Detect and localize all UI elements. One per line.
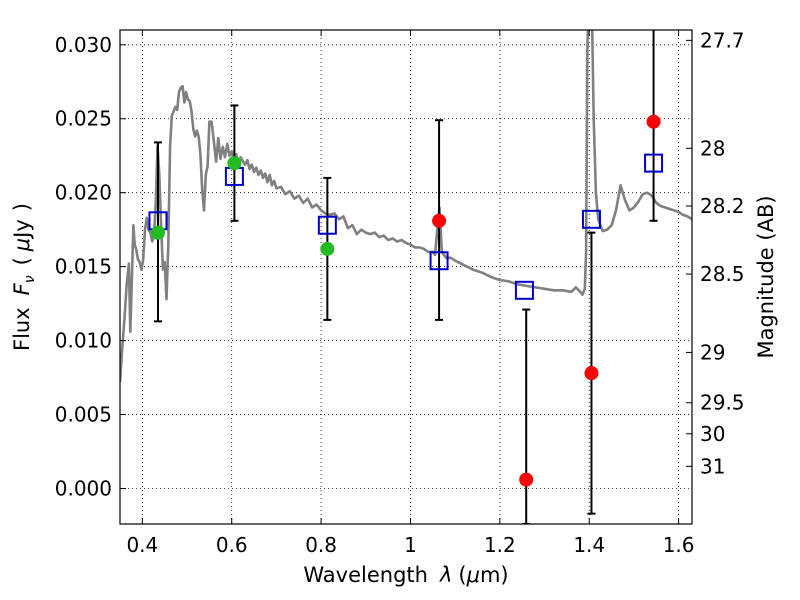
axis-ticks: 0.4 0.6 0.8 1 1.2 1.4 1.6 0.000 0.005 0.010 0.015 0… bbox=[55, 28, 745, 557]
x-tick-label: 1 bbox=[404, 533, 417, 557]
y2-tick-label: 31 bbox=[700, 454, 725, 478]
model-photometry-marker bbox=[514, 280, 534, 300]
y2-tick-label: 28.2 bbox=[700, 194, 745, 218]
detection-point bbox=[227, 156, 242, 171]
y2-tick-label: 28 bbox=[700, 136, 725, 160]
y-axis-title: FluxFν(μJy) bbox=[10, 203, 38, 351]
y2-tick-label: 28.5 bbox=[700, 262, 745, 286]
nondetection-point bbox=[519, 472, 534, 487]
nondetection-point bbox=[432, 213, 447, 228]
y-tick-label: 0.015 bbox=[55, 255, 112, 279]
y-tick-label: 0.010 bbox=[55, 329, 112, 353]
x-tick-label: 0.8 bbox=[305, 533, 337, 557]
detection-point bbox=[320, 241, 335, 256]
y2-tick-label: 30 bbox=[700, 422, 725, 446]
x-axis-title: Wavelength λ (μm) bbox=[303, 563, 508, 587]
x-tick-label: 1.4 bbox=[573, 533, 605, 557]
nondetection-point bbox=[646, 114, 661, 129]
detection-point bbox=[150, 225, 165, 240]
y-tick-label: 0.030 bbox=[55, 33, 112, 57]
plot-frame bbox=[119, 29, 693, 525]
x-tick-label: 1.6 bbox=[663, 533, 695, 557]
plot-area bbox=[120, 30, 692, 524]
y2-tick-label: 27.7 bbox=[700, 28, 745, 52]
y2-tick-label: 29 bbox=[700, 340, 725, 364]
y-tick-label: 0.025 bbox=[55, 107, 112, 131]
y-tick-label: 0.005 bbox=[55, 403, 112, 427]
y-tick-label: 0.020 bbox=[55, 181, 112, 205]
x-tick-label: 0.6 bbox=[216, 533, 248, 557]
y2-axis-title: Magnitude (AB) bbox=[754, 195, 778, 358]
y-tick-label: 0.000 bbox=[55, 477, 112, 501]
model-photometry-marker bbox=[581, 209, 601, 229]
x-tick-label: 0.4 bbox=[126, 533, 158, 557]
nondetection-point bbox=[584, 366, 599, 381]
model-photometry-marker bbox=[317, 215, 337, 235]
y2-tick-label: 29.5 bbox=[700, 391, 745, 415]
x-tick-label: 1.2 bbox=[484, 533, 516, 557]
model-photometry-marker bbox=[429, 251, 449, 271]
model-photometry-marker bbox=[644, 153, 664, 173]
model-spectrum-line bbox=[120, 30, 692, 383]
